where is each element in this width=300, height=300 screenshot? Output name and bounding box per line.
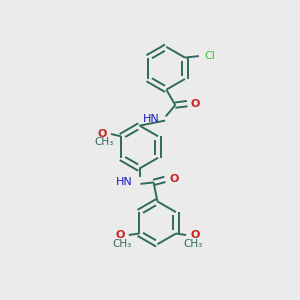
Text: CH₃: CH₃ — [95, 137, 114, 147]
Text: Cl: Cl — [204, 51, 215, 61]
Text: HN: HN — [143, 114, 160, 124]
Text: CH₃: CH₃ — [112, 239, 132, 249]
Text: HN: HN — [116, 177, 133, 187]
Text: O: O — [191, 99, 200, 109]
Text: O: O — [169, 174, 178, 184]
Text: O: O — [190, 230, 200, 240]
Text: CH₃: CH₃ — [183, 239, 202, 249]
Text: O: O — [115, 230, 124, 240]
Text: O: O — [98, 129, 107, 139]
